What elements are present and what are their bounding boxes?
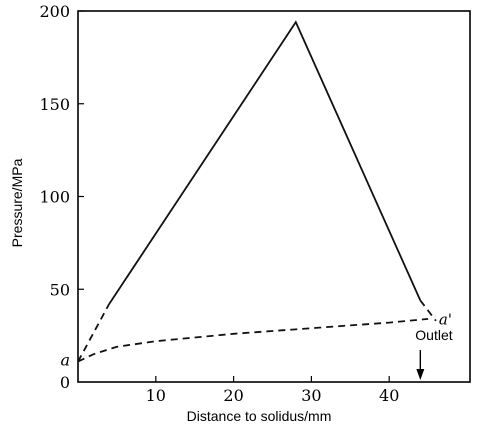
y-tick-label: 150 — [39, 95, 70, 114]
y-tick-label: 0 — [60, 373, 70, 392]
annotation-label: a — [60, 351, 70, 370]
annotation-label: Outlet — [415, 327, 452, 343]
x-tick-label: 30 — [301, 386, 321, 405]
y-tick-label: 50 — [50, 280, 70, 299]
y-tick-label: 100 — [39, 188, 70, 207]
series-line-1 — [108, 20, 422, 305]
chart-ticks: 10 20 30 40 0 50 100 150 200 — [39, 2, 399, 405]
x-tick-label: 40 — [379, 386, 399, 405]
annotation-label: a' — [439, 310, 452, 328]
chart-annotations: a a'Outlet — [60, 310, 453, 380]
y-axis-label: Pressure/MPa — [9, 158, 25, 247]
x-axis-label: Distance to solidus/mm — [187, 408, 332, 424]
series-line-2 — [77, 303, 110, 363]
y-tick-label: 200 — [39, 2, 70, 21]
outlet-arrow-head — [416, 369, 425, 380]
series-line-3 — [419, 299, 437, 322]
series-line-4 — [77, 318, 429, 363]
x-tick-label: 20 — [223, 386, 243, 405]
x-tick-label: 10 — [146, 386, 166, 405]
plot-frame — [77, 10, 471, 383]
chart-plot-area — [77, 10, 471, 383]
